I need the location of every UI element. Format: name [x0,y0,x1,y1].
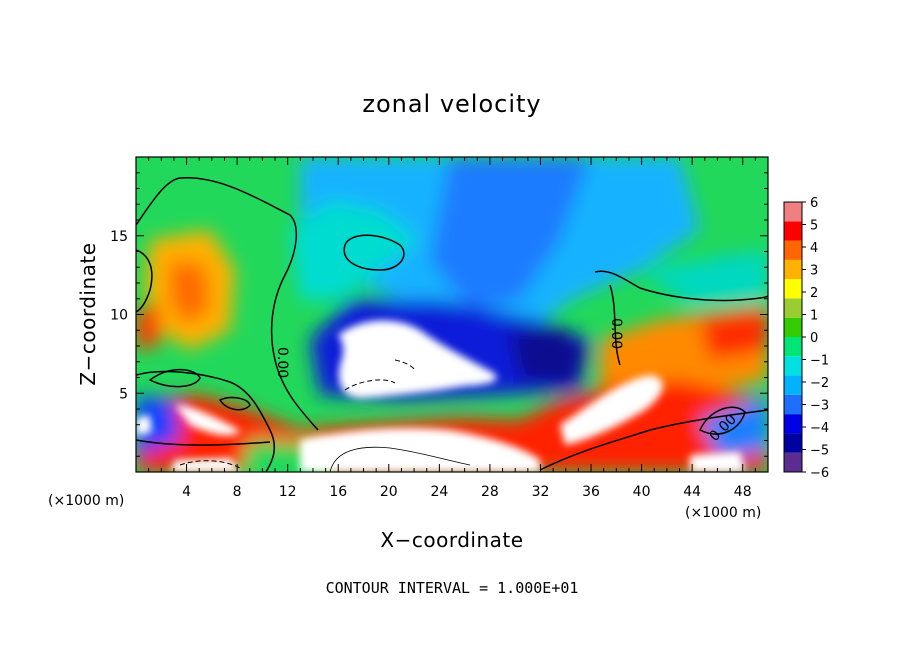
colorbar-swatch [784,259,802,280]
dashed-contour-center [344,379,396,391]
y-tick-label: 15 [110,229,128,245]
contour-mid-island [218,396,251,411]
field-region-bottom-left-blue [136,395,180,455]
colorbar-swatch [784,240,802,260]
colorbar-tick-label: −3 [810,399,829,414]
x-axis-unit: (×1000 m) [685,505,761,521]
y-axis-label: Z−coordinate [76,242,100,385]
saturated-region-bottom-right [690,452,745,472]
saturated-region-left [175,405,240,436]
contour-island [343,234,405,271]
saturated-region-right [560,375,663,445]
x-tick-label: 44 [683,484,701,500]
colorbar-tick-label: 2 [810,286,818,301]
contour-left-top [136,177,319,431]
colorbar-tick-label: 4 [810,241,818,256]
colorbar-tick-label: −5 [810,444,829,459]
contour-lower-island [148,368,201,388]
field-region-upper-blue-dark [430,157,590,310]
x-tick-label: 12 [279,484,297,500]
dashed-contour-bottom [179,460,241,469]
colorbar-swatch [784,202,802,222]
x-tick-label: 36 [582,484,600,500]
x-tick-label: 40 [633,484,651,500]
x-tick-label: 28 [481,484,499,500]
x-tick-label: 8 [233,484,242,500]
colorbar-swatch [784,452,802,472]
x-tick-label: 24 [430,484,448,500]
colorbar-swatch [784,414,802,434]
colorbar-swatch [784,298,802,318]
x-tick-label: 48 [734,484,752,500]
contour-interval-caption: CONTOUR INTERVAL = 1.000E+01 [326,579,579,597]
contour-right-mid [609,284,621,366]
field-region-right-red [700,310,768,360]
field-region-cyan-left [290,200,420,300]
chart-title: zonal velocity [362,90,541,118]
thin-contours [329,446,471,472]
colorbar-swatch [784,317,802,337]
colorbar-swatch [784,221,802,241]
contour-bottom-right [539,409,768,471]
x-tick-label: 32 [532,484,550,500]
colorbar-tick-label: −6 [810,466,829,481]
contour-label-left: 0.00 [274,347,290,378]
colorbar-tick-label: −2 [810,376,829,391]
contour-bottom-band [136,439,271,446]
dashed-contour-center-2 [394,359,416,371]
contour-right-island [699,406,746,435]
saturated-region-center [338,320,497,399]
colorbar-tick-label: 3 [810,264,818,279]
field-region-left-red [170,260,210,325]
zero-contours [136,177,768,472]
colorbar-swatch [784,356,802,376]
colorbar-tick-label: 6 [810,196,818,211]
colorbar-tick-label: 0 [810,331,818,346]
y-axis-unit: (×1000 m) [48,493,124,509]
saturated-region-edge [136,415,152,436]
y-tick-label: 10 [110,308,128,324]
velocity-field: 0.00 0.00 0.00 [136,157,768,472]
y-tick-label: 5 [119,386,128,402]
colorbar-tick-label: 5 [810,219,818,234]
dashed-contours [179,359,416,469]
colorbar-swatch [784,375,802,395]
colorbar-swatch [784,394,802,415]
contour-lower-left [136,370,275,472]
colorbar-swatch [784,433,802,453]
field-region-right-cyan [640,250,768,305]
colorbar-tick-label: −1 [810,354,829,369]
contour-right-top [594,270,768,302]
thin-contour-bottom [329,446,471,472]
colorbar: 6 5 4 3 2 1 0 −1 −2 −3 −4 −5 −6 [783,196,829,481]
x-axis-label: X−coordinate [380,528,523,552]
x-tick-label: 20 [380,484,398,500]
x-tick-label: 16 [329,484,347,500]
x-tick-label: 4 [182,484,191,500]
field-region-edge-red [136,305,160,350]
colorbar-tick-label: 1 [810,309,818,324]
field-region-navy-spot [510,325,590,385]
colorbar-tick-label: −4 [810,421,829,436]
colorbar-swatch [784,337,802,357]
contour-left-edge [136,249,153,313]
contour-label-right-mid: 0.00 [608,318,624,349]
colorbar-swatch [784,279,802,299]
saturated-region-bottom [300,428,540,472]
saturated-region-bottom-left [170,458,240,472]
